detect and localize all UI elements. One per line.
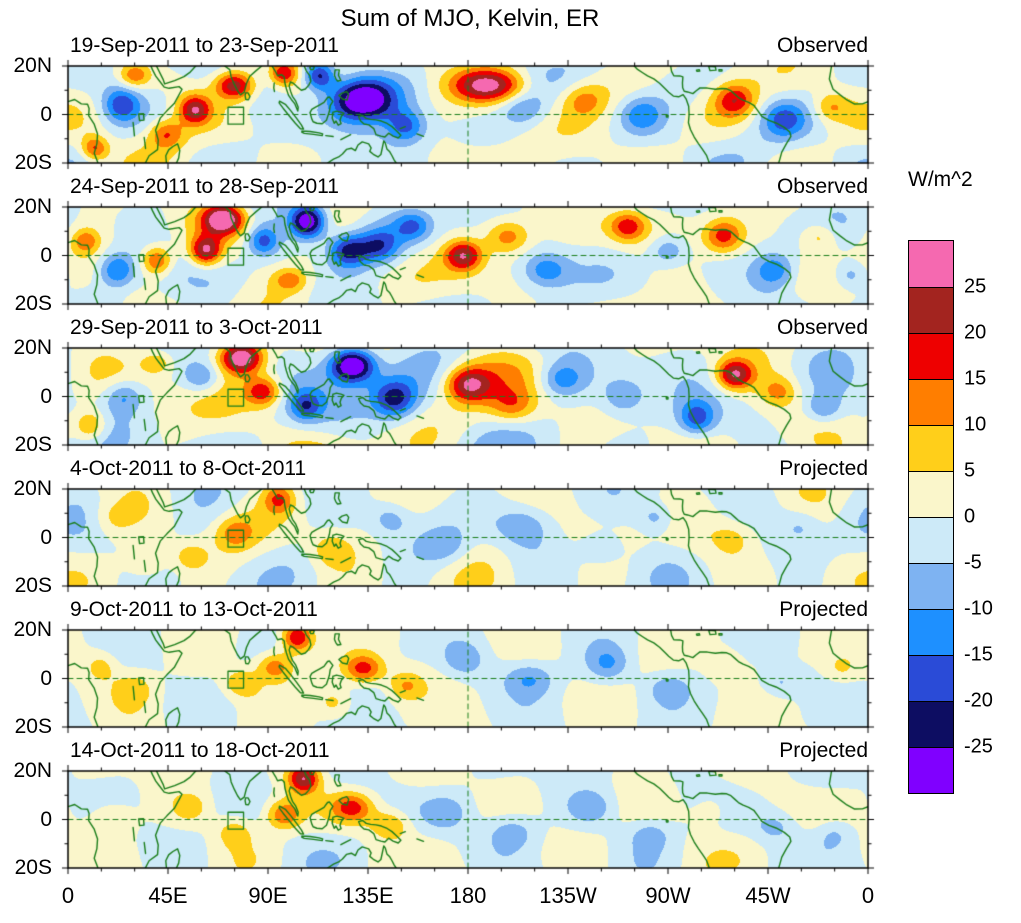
colorbar-tick-label: -15: [964, 643, 993, 666]
y-tick-label: 0: [40, 384, 52, 408]
colorbar-tick-label: 15: [964, 367, 987, 390]
panel-header: 4-Oct-2011 to 8-Oct-2011 Projected: [70, 457, 868, 481]
colorbar-cell: [909, 563, 953, 609]
map-panel: 29-Sep-2011 to 3-Oct-2011 Observed 20N 0 20S: [0, 316, 900, 457]
colorbar-tick-label: 0: [964, 505, 976, 528]
y-tick-label: 20N: [13, 477, 52, 500]
colorbar-tick-label: 5: [964, 459, 976, 482]
map-panel: 4-Oct-2011 to 8-Oct-2011 Projected 20N 0 20S: [0, 457, 900, 598]
colorbar-cells: [908, 240, 954, 794]
y-tick-label: 20S: [14, 574, 52, 597]
x-tick-label: 0: [61, 883, 75, 908]
panel-date-range: 9-Oct-2011 to 13-Oct-2011: [70, 598, 318, 621]
panel-plot: 20N 0 20S: [0, 54, 900, 174]
colorbar-cell: [909, 701, 953, 747]
y-tick-label: 0: [40, 807, 52, 831]
panel-header: 9-Oct-2011 to 13-Oct-2011 Projected: [70, 598, 868, 622]
panel-plot: 20N 0 20S: [0, 618, 900, 738]
y-tick-label: 20S: [14, 715, 52, 738]
y-tick-label: 20S: [14, 292, 52, 315]
colorbar-tick-label: 25: [964, 275, 987, 298]
map-panel: 19-Sep-2011 to 23-Sep-2011 Observed 20N 0 20…: [0, 34, 900, 175]
panel-date-range: 14-Oct-2011 to 18-Oct-2011: [70, 739, 330, 762]
colorbar-cell: [909, 517, 953, 563]
y-tick-label: 0: [40, 525, 52, 549]
panel-type-label: Observed: [776, 175, 868, 198]
panel-date-range: 4-Oct-2011 to 8-Oct-2011: [70, 457, 307, 480]
map-canvas: [58, 59, 878, 172]
y-tick-label: 20N: [13, 618, 52, 641]
x-tick-label: 45W: [745, 883, 791, 908]
x-tick-label: 90E: [248, 883, 288, 908]
colorbar-tick-label: 10: [964, 413, 987, 436]
colorbar: 25 20 15 10 5 0 -5 -10 -15 -20 -25: [908, 240, 993, 794]
panel-plot: 20N 0 20S: [0, 759, 900, 879]
colorbar-cell: [909, 333, 953, 379]
colorbar-cell: [909, 655, 953, 701]
colorbar-tick-label: -20: [964, 689, 993, 712]
x-tick-label: 180: [449, 883, 487, 908]
panel-header: 24-Sep-2011 to 28-Sep-2011 Observed: [70, 175, 868, 199]
y-tick-label: 20N: [13, 54, 52, 77]
chart-title: Sum of MJO, Kelvin, ER: [340, 5, 600, 32]
map-panel: 14-Oct-2011 to 18-Oct-2011 Projected 20N 0 2…: [0, 739, 900, 880]
colorbar-cell: [909, 425, 953, 471]
y-tick-label: 0: [40, 666, 52, 690]
y-tick-label: 20S: [14, 856, 52, 879]
map-canvas: [58, 200, 878, 313]
colorbar-tick-label: -25: [964, 735, 993, 758]
map-canvas: [58, 623, 878, 736]
y-tick-label: 0: [40, 243, 52, 267]
colorbar-cell: [909, 471, 953, 517]
colorbar-tick-label: 20: [964, 321, 987, 344]
x-tick-label: 0: [861, 883, 875, 908]
colorbar-cell: [909, 241, 953, 287]
colorbar-cell: [909, 379, 953, 425]
y-tick-label: 0: [40, 102, 52, 126]
map-canvas: [58, 764, 878, 877]
colorbar-cell: [909, 609, 953, 655]
map-panel: 24-Sep-2011 to 28-Sep-2011 Observed 20N 0 20…: [0, 175, 900, 316]
panel-header: 14-Oct-2011 to 18-Oct-2011 Projected: [70, 739, 868, 763]
panels: 19-Sep-2011 to 23-Sep-2011 Observed 20N 0 20…: [0, 34, 900, 880]
colorbar-cell: [909, 287, 953, 333]
map-panel: 9-Oct-2011 to 13-Oct-2011 Projected 20N 0 20…: [0, 598, 900, 739]
y-tick-label: 20S: [14, 433, 52, 456]
panel-type-label: Projected: [779, 598, 868, 621]
panel-plot: 20N 0 20S: [0, 336, 900, 456]
colorbar-units-label: W/m^2: [908, 168, 973, 191]
colorbar-tick-label: -5: [964, 551, 982, 574]
x-tick-label: 135W: [539, 883, 597, 908]
y-tick-label: 20S: [14, 151, 52, 174]
x-tick-label: 90W: [645, 883, 691, 908]
panel-header: 19-Sep-2011 to 23-Sep-2011 Observed: [70, 34, 868, 58]
panel-header: 29-Sep-2011 to 3-Oct-2011 Observed: [70, 316, 868, 340]
y-tick-label: 20N: [13, 759, 52, 782]
x-axis: 0 45E 90E 135E 180 135W 90W 45W 0: [58, 881, 888, 911]
panel-type-label: Observed: [776, 316, 868, 339]
panel-date-range: 24-Sep-2011 to 28-Sep-2011: [70, 175, 339, 198]
panel-type-label: Projected: [779, 457, 868, 480]
panel-plot: 20N 0 20S: [0, 195, 900, 315]
panel-plot: 20N 0 20S: [0, 477, 900, 597]
panel-type-label: Projected: [779, 739, 868, 762]
y-tick-label: 20N: [13, 195, 52, 218]
colorbar-tick-label: -10: [964, 597, 993, 620]
colorbar-cell: [909, 747, 953, 793]
panel-date-range: 19-Sep-2011 to 23-Sep-2011: [70, 34, 339, 57]
y-tick-label: 20N: [13, 336, 52, 359]
map-canvas: [58, 341, 878, 454]
x-tick-label: 135E: [342, 883, 394, 908]
x-tick-label: 45E: [148, 883, 188, 908]
panel-type-label: Observed: [776, 34, 868, 57]
map-canvas: [58, 482, 878, 595]
panel-date-range: 29-Sep-2011 to 3-Oct-2011: [70, 316, 323, 339]
